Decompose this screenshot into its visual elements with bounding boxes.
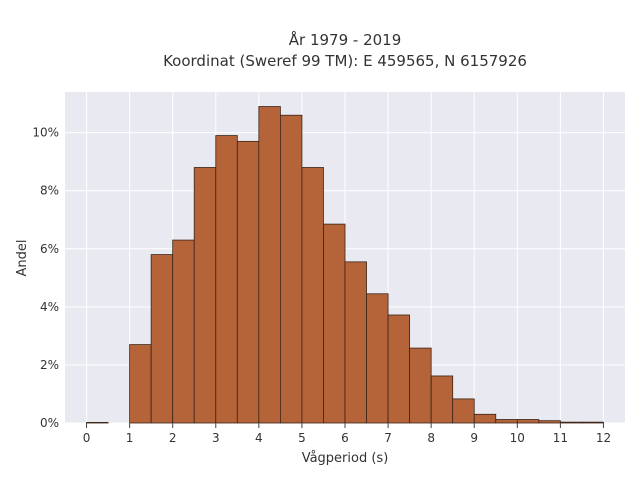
x-tick-label: 3 <box>212 431 220 445</box>
chart-subtitle: Koordinat (Sweref 99 TM): E 459565, N 61… <box>163 52 527 70</box>
histogram-bar <box>129 344 152 424</box>
histogram-bar <box>215 135 238 424</box>
x-tick-label: 12 <box>596 431 611 445</box>
y-tick-label: 0% <box>40 416 59 430</box>
y-tick-label: 4% <box>40 300 59 314</box>
histogram-bar <box>323 223 346 424</box>
histogram-bar <box>279 114 303 424</box>
histogram-bar <box>430 375 454 424</box>
x-axis-label: Vågperiod (s) <box>302 451 389 466</box>
histogram-bar <box>236 140 260 424</box>
y-tick-label: 6% <box>40 242 59 256</box>
histogram-bar <box>409 347 432 424</box>
histogram-bar <box>258 106 281 424</box>
y-tick-label: 2% <box>40 358 59 372</box>
histogram-bar <box>387 314 411 424</box>
x-tick-label: 9 <box>470 431 478 445</box>
y-tick-label: 10% <box>32 126 59 140</box>
x-tick-label: 4 <box>255 431 263 445</box>
bars <box>86 106 604 424</box>
x-tick-label: 0 <box>83 431 91 445</box>
histogram-bar <box>172 239 195 424</box>
y-axis-ticks: 0% 2% 4% 6% 8% 10% <box>32 126 59 430</box>
histogram-bar <box>473 413 497 424</box>
x-tick-label: 5 <box>298 431 306 445</box>
histogram-bar <box>559 421 583 424</box>
y-axis-label: Andel <box>15 240 30 277</box>
histogram-bar <box>150 254 174 424</box>
histogram-bar <box>366 293 389 424</box>
x-tick-label: 8 <box>427 431 435 445</box>
x-axis-ticks: 0 1 2 3 4 5 6 7 8 9 10 11 12 <box>83 423 611 445</box>
histogram-bar <box>538 420 561 424</box>
histogram-bar <box>452 398 475 424</box>
x-tick-label: 6 <box>341 431 349 445</box>
histogram-bar <box>86 422 109 424</box>
x-tick-label: 7 <box>384 431 392 445</box>
histogram-bar <box>344 261 367 424</box>
histogram-bar <box>516 419 540 424</box>
x-tick-label: 10 <box>510 431 525 445</box>
chart-title: År 1979 - 2019 <box>289 30 402 49</box>
x-tick-label: 2 <box>169 431 177 445</box>
histogram-bar <box>193 167 217 424</box>
x-tick-label: 1 <box>126 431 134 445</box>
histogram-bar <box>581 421 604 424</box>
x-tick-label: 11 <box>553 431 568 445</box>
histogram-bar <box>495 419 518 424</box>
histogram-bar <box>301 167 324 424</box>
y-tick-label: 8% <box>40 184 59 198</box>
